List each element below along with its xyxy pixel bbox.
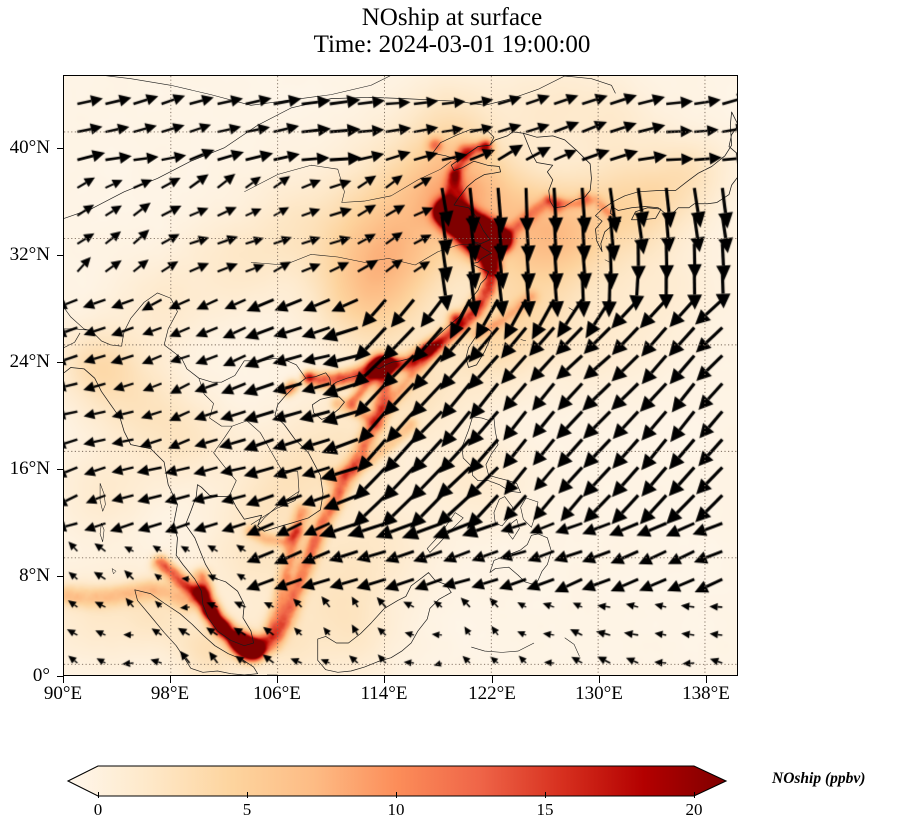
- ytick-mark: [57, 362, 64, 364]
- xtick-label: 130°E: [575, 683, 623, 704]
- xtick-label: 90°E: [43, 683, 83, 704]
- map-plot-area[interactable]: [63, 75, 738, 676]
- xtick-label: 122°E: [468, 683, 516, 704]
- xtick-mark: [706, 676, 708, 683]
- xtick-label: 114°E: [360, 683, 408, 704]
- ytick-mark: [57, 676, 64, 678]
- ytick-label: 0°: [32, 665, 50, 686]
- ytick-mark: [57, 469, 64, 471]
- ytick-label: 24°N: [9, 351, 50, 372]
- colorbar-tick-label: 10: [387, 800, 405, 819]
- colorbar-tick-mark: [694, 792, 696, 798]
- graticule-gridlines: [64, 76, 737, 675]
- xtick-mark: [170, 676, 172, 683]
- colorbar-tick-label: 0: [93, 800, 103, 819]
- ytick-label: 40°N: [9, 137, 50, 158]
- colorbar-tick-mark: [396, 792, 398, 798]
- colorbar-tick-mark: [247, 792, 249, 798]
- xtick-mark: [277, 676, 279, 683]
- colorbar-tick-label: 5: [242, 800, 252, 819]
- xtick-mark: [599, 676, 601, 683]
- ytick-mark: [57, 576, 64, 578]
- xtick-label: 138°E: [682, 683, 730, 704]
- ytick-mark: [57, 255, 64, 257]
- colorbar-tick-mark: [98, 792, 100, 798]
- wind-vector-overlay: [64, 76, 737, 675]
- colorbar-tick-label: 20: [685, 800, 703, 819]
- colorbar-label: NOship (ppbv): [772, 770, 866, 787]
- xtick-label: 98°E: [150, 683, 190, 704]
- xtick-mark: [492, 676, 494, 683]
- title-line-variable: NOship at surface: [361, 4, 543, 31]
- xtick-label: 106°E: [253, 683, 301, 704]
- figure-title: NOship at surface Time: 2024-03-01 19:00…: [0, 4, 904, 58]
- ytick-label: 16°N: [9, 458, 50, 479]
- xtick-mark: [384, 676, 386, 683]
- colorbar-tick-mark: [545, 792, 547, 798]
- ytick-label: 8°N: [19, 565, 50, 586]
- colorbar-tick-label: 15: [536, 800, 554, 819]
- ytick-mark: [57, 148, 64, 150]
- title-line-time: Time: 2024-03-01 19:00:00: [313, 31, 591, 58]
- xtick-mark: [63, 676, 65, 683]
- ytick-label: 32°N: [9, 244, 50, 265]
